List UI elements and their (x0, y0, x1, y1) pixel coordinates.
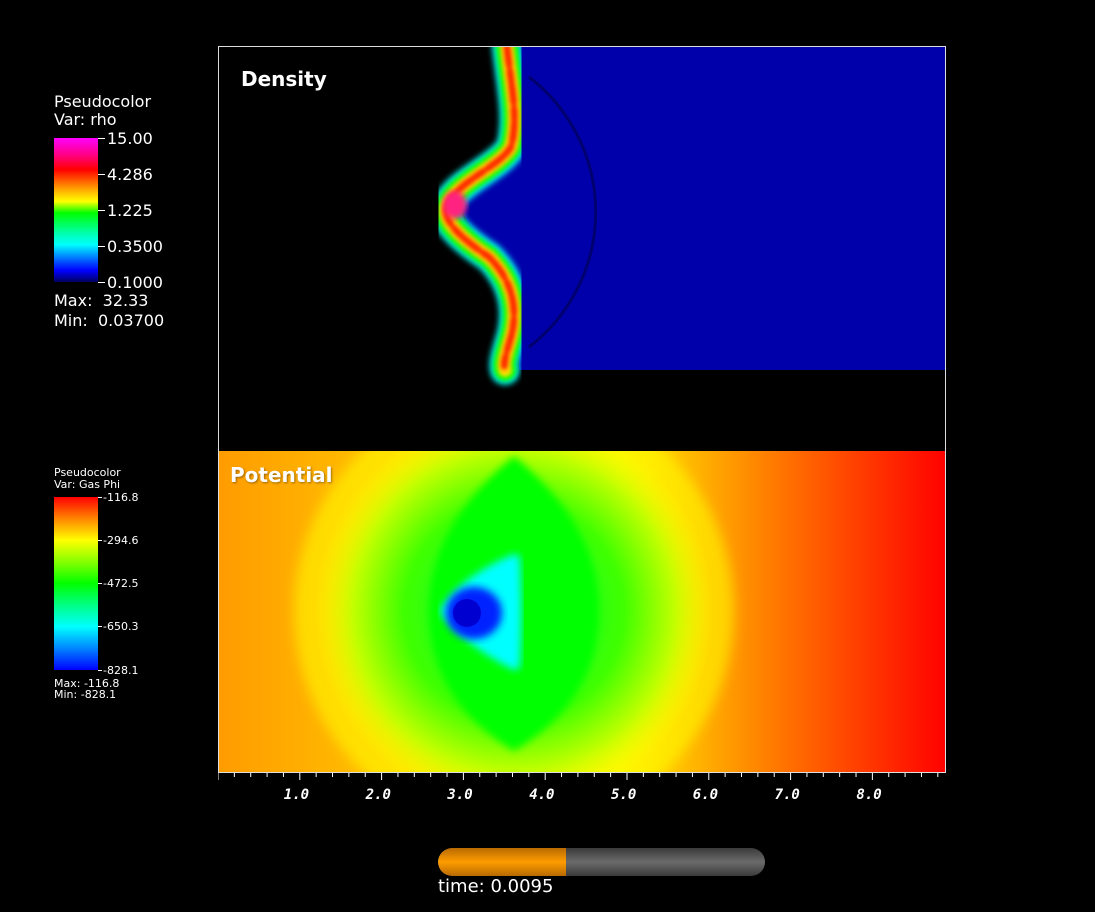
potential-label: Potential (230, 463, 333, 487)
density-tick-1: 4.286 (98, 165, 153, 184)
x-axis-tick-label: 1.0 (283, 787, 310, 803)
density-min: Min: 0.03700 (54, 311, 165, 330)
density-legend-variable: Var: rho (54, 110, 117, 129)
potential-tick-3-label: -650.3 (103, 620, 139, 633)
density-tick-2: 1.225 (98, 201, 153, 220)
x-axis-tick-label: 4.0 (529, 787, 555, 803)
density-tick-2-label: 1.225 (107, 201, 153, 220)
density-colorbar (54, 138, 98, 282)
time-label: time: 0.0095 (438, 876, 554, 897)
x-axis-tick-label: 6.0 (692, 787, 719, 803)
density-label: Density (241, 67, 327, 91)
potential-tick-1-label: -294.6 (103, 534, 139, 547)
density-tick-3-label: 0.3500 (107, 237, 163, 256)
potential-min: Min: -828.1 (54, 688, 117, 701)
density-tick-1-label: 4.286 (107, 165, 153, 184)
x-axis-tick-label: 7.0 (774, 787, 800, 803)
density-tick-0-label: 15.00 (107, 129, 153, 148)
density-tick-4: 0.1000 (98, 273, 163, 292)
potential-tick-2-label: -472.5 (103, 577, 139, 590)
density-legend-title: Pseudocolor (54, 92, 152, 111)
potential-tick-4-label: -828.1 (103, 664, 139, 677)
x-axis-tick-label: 3.0 (447, 787, 473, 803)
density-plot (219, 47, 945, 451)
potential-tick-2: -472.5 (98, 577, 138, 590)
x-axis-tick-label: 2.0 (365, 787, 391, 803)
time-slider-fill (438, 848, 566, 876)
density-max: Max: 32.33 (54, 291, 149, 310)
x-axis-tick-label: 8.0 (856, 787, 882, 803)
time-slider[interactable] (438, 848, 765, 876)
potential-plot (219, 451, 945, 772)
potential-max: Max: -116.8 (54, 677, 120, 690)
x-axis-ticks (218, 773, 939, 780)
density-tick-0: 15.00 (98, 129, 153, 148)
potential-tick-0: -116.8 (98, 491, 138, 504)
density-tick-4-label: 0.1000 (107, 273, 163, 292)
potential-tick-4: -828.1 (98, 664, 138, 677)
potential-legend-title: Pseudocolor (54, 466, 121, 479)
potential-tick-1: -294.6 (98, 534, 138, 547)
x-axis-tick-label: 5.0 (610, 787, 637, 803)
density-tick-3: 0.3500 (98, 237, 163, 256)
plot-viewport[interactable]: Density Potential (218, 46, 946, 773)
potential-tick-3: -650.3 (98, 620, 138, 633)
potential-legend-variable: Var: Gas Phi (54, 478, 121, 491)
potential-tick-0-label: -116.8 (103, 491, 139, 504)
potential-colorbar (54, 497, 98, 670)
